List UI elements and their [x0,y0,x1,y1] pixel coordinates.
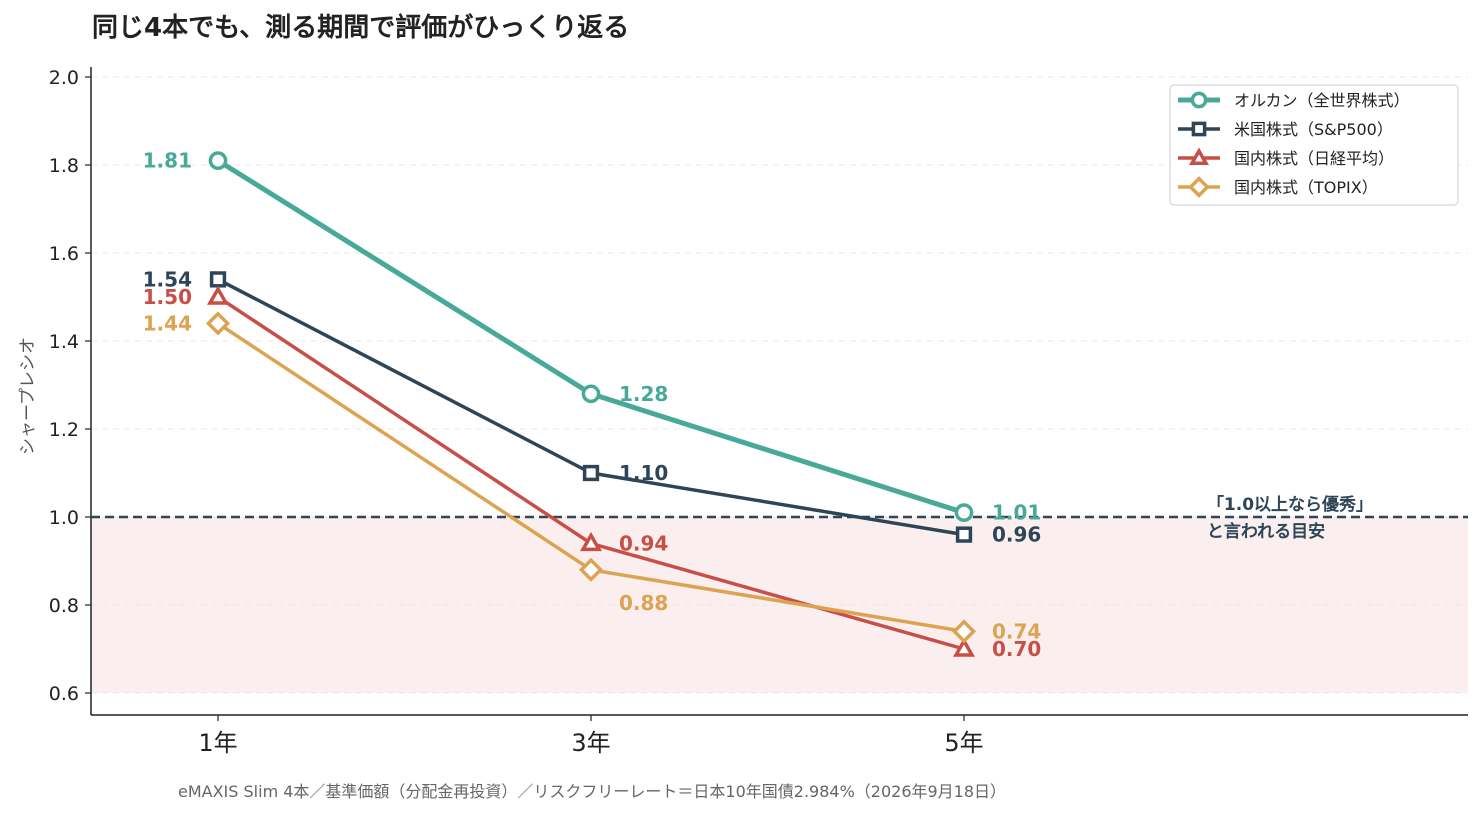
legend-entry: 国内株式（日経平均） [1234,149,1394,168]
data-point-diamond [1188,176,1210,198]
data-label: 1.10 [619,461,668,485]
axes: 0.6 0.8 1.0 1.2 1.4 1.6 1.8 2.0 1年 3年 5年 [49,67,1468,757]
legend: オルカン（全世界株式） 米国株式（S&P500） 国内株式（日経平均） 国内株式（TO… [1169,84,1459,206]
data-point-diamond [951,619,977,644]
y-tick-label: 1.4 [49,331,79,353]
data-label: 1.54 [143,267,192,291]
data-point-diamond [205,311,231,336]
data-label: 1.28 [619,382,668,406]
data-label: 1.44 [143,311,192,335]
reference-annotation-line1: 「1.0以上なら優秀」 [1207,494,1373,515]
data-label: 1.50 [143,285,192,309]
data-point-triangle [579,531,603,552]
data-point-circle [954,503,974,522]
data-label: 0.88 [619,591,668,615]
data-label: 0.74 [992,619,1041,643]
series-0 [208,151,974,522]
x-tick-label: 5年 [944,729,983,757]
data-point-triangle [206,285,230,305]
legend-box [1169,84,1459,206]
legend-entry: 米国株式（S&P500） [1234,120,1393,139]
data-labels-group: 1.81 1.28 1.01 1.54 1.10 0.96 1.50 0.94 0.70 1.44… [143,149,1042,661]
data-point-square [955,526,973,543]
series-2 [206,285,976,657]
y-axis-label: シャープレシオ [18,337,38,455]
data-point-circle [581,384,601,404]
y-tick-label: 0.6 [49,683,79,705]
reference-annotation-line2: と言われる目安 [1207,521,1325,542]
footnote: eMAXIS Slim 4本／基準価額（分配金再投資）／リスクフリーレート＝日本… [178,782,1006,801]
data-point-diamond [578,557,604,582]
x-tick-label: 3年 [571,729,610,757]
data-point-square [582,464,600,482]
x-tick-label: 1年 [198,729,237,757]
y-tick-label: 1.0 [49,507,79,529]
data-point-square [1191,121,1207,137]
y-tick-label: 1.6 [49,243,79,265]
data-label: 0.70 [992,637,1041,661]
series-group [205,151,977,657]
data-point-square [209,271,227,288]
legend-entry: オルカン（全世界株式） [1234,91,1410,110]
data-label: 0.96 [992,523,1041,547]
series-1 [209,271,973,543]
data-point-triangle [1188,147,1210,165]
data-label: 0.94 [619,531,668,555]
data-point-circle [1190,91,1208,109]
y-tick-label: 1.2 [49,419,79,441]
legend-entry: 国内株式（TOPIX） [1234,178,1378,197]
data-label: 1.81 [143,149,192,173]
reference-line-group: 「1.0以上なら優秀」と言われる目安 [91,494,1468,542]
data-point-triangle [952,637,976,657]
data-point-circle [208,151,228,170]
y-tick-label: 1.8 [49,155,79,177]
chart-title: 同じ4本でも、測る期間で評価がひっくり返る [92,12,629,43]
data-label: 1.01 [992,501,1041,525]
y-tick-label: 0.8 [49,595,79,617]
series-3 [205,311,977,644]
y-tick-label: 2.0 [49,67,79,89]
series-line [216,277,966,537]
